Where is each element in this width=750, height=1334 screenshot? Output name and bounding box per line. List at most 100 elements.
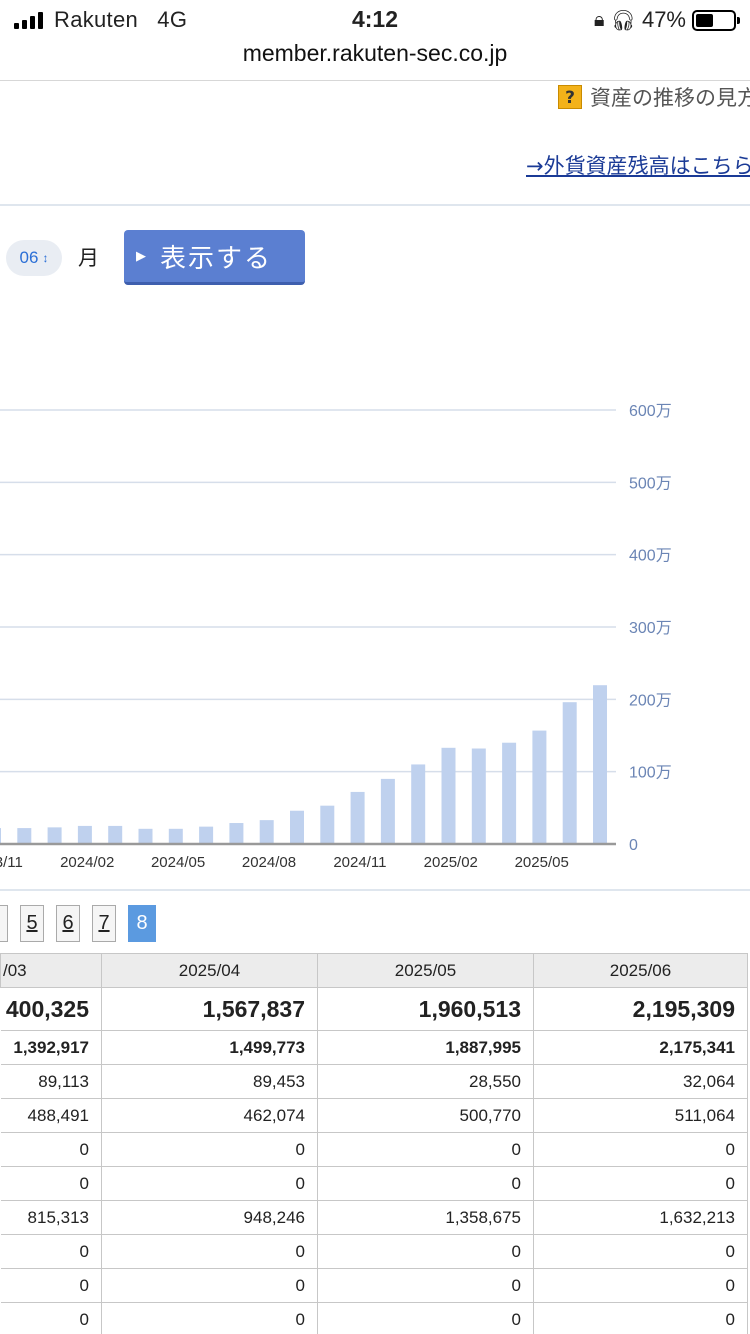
updown-chevron-icon: ↕ xyxy=(42,251,49,265)
battery-percent: 47% xyxy=(641,7,686,32)
table-cell: 1,358,675 xyxy=(317,1200,534,1235)
table-cell: 0 xyxy=(533,1234,748,1269)
table-cell: 400,325 xyxy=(0,987,102,1031)
play-icon: ▶ xyxy=(136,248,146,264)
table-cell: 0 xyxy=(101,1268,318,1303)
page-link-prev[interactable] xyxy=(0,905,8,942)
table-cell: 0 xyxy=(317,1268,534,1303)
chart-bar xyxy=(441,747,456,844)
table-cell: 0 xyxy=(101,1234,318,1269)
table-cell: 0 xyxy=(0,1268,102,1303)
table-row: 815,313 948,246 1,358,675 1,632,213 xyxy=(0,1200,748,1235)
page-link-8[interactable]: 8 xyxy=(128,905,156,942)
table-cell: 1,887,995 xyxy=(317,1030,534,1065)
y-tick-label: 0 xyxy=(629,837,638,854)
divider xyxy=(0,889,750,891)
table-row: 400,325 1,567,837 1,960,513 2,195,309 xyxy=(0,987,748,1031)
x-tick-label: 2024/02 xyxy=(60,854,114,871)
asset-trend-chart: 0 100万 200万 300万 400万 500万 600万 2023/11 2024/02 2… xyxy=(0,403,672,871)
table-row: 488,491 462,074 500,770 511,064 xyxy=(0,1098,748,1133)
x-tick-label: 2024/08 xyxy=(242,854,296,871)
show-button-label: 表示する xyxy=(160,243,273,274)
table-cell: 0 xyxy=(101,1302,318,1334)
table-cell: 32,064 xyxy=(533,1064,748,1099)
column-header: 2025/06 xyxy=(533,953,748,988)
month-select-value: 06 xyxy=(19,248,39,267)
y-tick-label: 200万 xyxy=(629,692,672,709)
table-cell: 0 xyxy=(533,1132,748,1167)
chart-bar xyxy=(259,820,274,844)
chart-bar xyxy=(593,685,607,844)
table-cell: 0 xyxy=(0,1302,102,1334)
table-cell: 0 xyxy=(533,1166,748,1201)
x-tick-label: 2024/11 xyxy=(333,854,386,871)
table-cell: 0 xyxy=(533,1302,748,1334)
chart-bar xyxy=(471,748,486,844)
chart-bar xyxy=(320,805,335,844)
clock: 4:12 xyxy=(351,6,399,32)
column-header: /03 xyxy=(0,953,102,988)
table-cell: 1,960,513 xyxy=(317,987,534,1031)
question-icon: ? xyxy=(558,85,582,109)
page-link-6[interactable]: 6 xyxy=(56,905,80,942)
headphones-icon: 🎧︎ xyxy=(610,9,636,32)
page-link-7[interactable]: 7 xyxy=(92,905,116,942)
chart-bar xyxy=(77,825,92,844)
chart-bar xyxy=(229,823,244,844)
table-cell: 1,499,773 xyxy=(101,1030,318,1065)
chart-bar xyxy=(562,702,577,844)
table-cell: 462,074 xyxy=(101,1098,318,1133)
chart-bar xyxy=(168,828,183,844)
x-tick-label: 2025/02 xyxy=(424,854,478,871)
table-cell: 2,175,341 xyxy=(533,1030,748,1065)
table-cell: 0 xyxy=(317,1132,534,1167)
table-cell: 948,246 xyxy=(101,1200,318,1235)
y-tick-label: 100万 xyxy=(629,765,672,782)
chart-bar xyxy=(532,730,547,844)
table-cell: 0 xyxy=(101,1132,318,1167)
table-cell: 2,195,309 xyxy=(533,987,748,1031)
url-bar[interactable]: member.rakuten-sec.co.jp xyxy=(242,40,508,66)
asset-table: /03 2025/04 2025/05 2025/06 400,325 1,567,83… xyxy=(0,953,748,1334)
table-cell: 0 xyxy=(317,1166,534,1201)
help-link[interactable]: ? 資産の推移の見方 xyxy=(558,82,750,112)
column-header: 2025/04 xyxy=(101,953,318,988)
y-tick-label: 500万 xyxy=(629,475,672,492)
table-cell: 0 xyxy=(0,1234,102,1269)
rotation-lock-icon: 🔒︎ xyxy=(593,8,605,31)
table-cell: 815,313 xyxy=(0,1200,102,1235)
table-row: 1,392,917 1,499,773 1,887,995 2,175,341 xyxy=(0,1030,748,1065)
chart-bar xyxy=(17,828,32,844)
table-row: 89,113 89,453 28,550 32,064 xyxy=(0,1064,748,1099)
table-cell: 0 xyxy=(317,1302,534,1334)
page-link-5[interactable]: 5 xyxy=(20,905,44,942)
chart-bar xyxy=(0,828,1,844)
y-tick-label: 400万 xyxy=(629,548,672,565)
foreign-assets-link[interactable]: →外貨資産残高はこちら xyxy=(526,154,750,178)
table-cell: 488,491 xyxy=(0,1098,102,1133)
battery-icon xyxy=(692,9,740,31)
chart-bar xyxy=(411,764,426,844)
help-link-text: 資産の推移の見方 xyxy=(590,86,750,110)
chart-bar xyxy=(380,778,395,844)
table-cell: 0 xyxy=(317,1234,534,1269)
y-tick-label: 600万 xyxy=(629,403,672,420)
month-select[interactable]: 06 ↕ xyxy=(6,240,62,276)
signal-icon xyxy=(14,12,43,29)
chart-bar xyxy=(290,810,304,844)
divider xyxy=(0,80,750,81)
table-cell: 89,113 xyxy=(0,1064,102,1099)
table-cell: 1,392,917 xyxy=(0,1030,102,1065)
chart-bar xyxy=(138,828,153,844)
table-cell: 0 xyxy=(533,1268,748,1303)
show-button[interactable]: ▶ 表示する xyxy=(124,230,305,285)
chart-bar xyxy=(199,826,214,844)
chart-bar xyxy=(350,791,365,844)
table-cell: 0 xyxy=(0,1166,102,1201)
